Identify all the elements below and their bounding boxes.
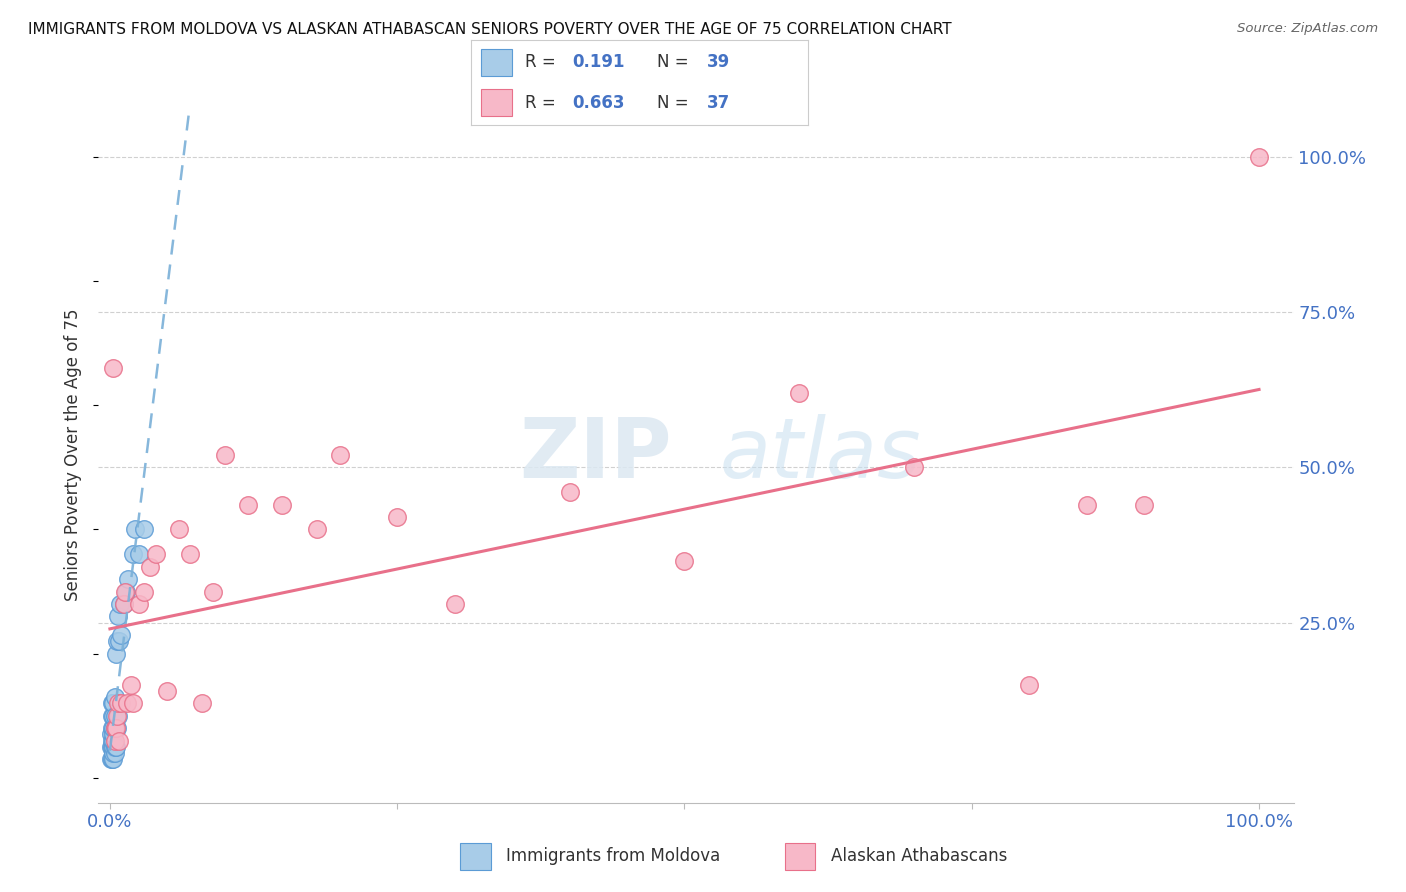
Bar [481, 89, 512, 116]
Point [101, 733, 124, 747]
Text: ZIP: ZIP [520, 415, 672, 495]
Point [104, 647, 127, 661]
Point [236, 498, 259, 512]
Point [103, 739, 125, 754]
Point [103, 733, 125, 747]
Point [103, 360, 125, 375]
Point [105, 708, 128, 723]
Point [110, 697, 132, 711]
Point [100, 752, 122, 766]
Text: IMMIGRANTS FROM MOLDOVA VS ALASKAN ATHABASCAN SENIORS POVERTY OVER THE AGE OF 75: IMMIGRANTS FROM MOLDOVA VS ALASKAN ATHAB… [28, 22, 952, 37]
Point [108, 634, 131, 648]
Point [191, 697, 214, 711]
Point [100, 727, 122, 741]
Point [100, 739, 122, 754]
Point [145, 547, 167, 561]
Point [443, 597, 465, 611]
Point [558, 485, 581, 500]
Point [305, 523, 328, 537]
Bar [460, 843, 491, 870]
Point [103, 746, 125, 760]
Point [117, 572, 139, 586]
Point [179, 547, 201, 561]
Point [139, 559, 162, 574]
Point [110, 628, 132, 642]
Point [103, 721, 125, 735]
Point [673, 553, 696, 567]
Point [101, 697, 124, 711]
Point [103, 708, 125, 723]
Point [107, 609, 129, 624]
Point [103, 721, 125, 735]
Point [101, 708, 124, 723]
Point [789, 385, 811, 400]
Text: 0.191: 0.191 [572, 54, 624, 71]
Point [112, 597, 135, 611]
Point [105, 721, 128, 735]
Point [115, 697, 138, 711]
Point [107, 708, 129, 723]
Text: Alaskan Athabascans: Alaskan Athabascans [831, 847, 1007, 865]
Point [103, 697, 125, 711]
Text: 0.663: 0.663 [572, 94, 624, 112]
Point [122, 697, 145, 711]
Point [112, 597, 135, 611]
Point [271, 498, 294, 512]
Point [156, 684, 179, 698]
Point [214, 448, 236, 462]
Point [101, 739, 124, 754]
Point [101, 721, 124, 735]
Point [120, 678, 142, 692]
Point [115, 584, 138, 599]
Point [103, 739, 125, 754]
Text: atlas: atlas [720, 415, 921, 495]
Point [103, 746, 125, 760]
Point [1133, 498, 1156, 512]
Point [103, 752, 125, 766]
Point [167, 523, 190, 537]
Point [103, 721, 125, 735]
Point [124, 523, 146, 537]
Point [385, 510, 409, 524]
Text: 39: 39 [707, 54, 731, 71]
Text: N =: N = [657, 54, 693, 71]
Point [105, 634, 128, 648]
Point [104, 739, 127, 754]
Y-axis label: Seniors Poverty Over the Age of 75: Seniors Poverty Over the Age of 75 [65, 309, 83, 601]
Point [128, 597, 150, 611]
Point [103, 733, 125, 747]
Text: R =: R = [524, 94, 561, 112]
Point [202, 584, 225, 599]
Point [134, 523, 156, 537]
Text: Immigrants from Moldova: Immigrants from Moldova [506, 847, 720, 865]
Point [1247, 150, 1270, 164]
Point [103, 727, 125, 741]
Point [108, 733, 131, 747]
Text: 37: 37 [707, 94, 731, 112]
Point [329, 448, 352, 462]
Point [103, 708, 125, 723]
Text: N =: N = [657, 94, 693, 112]
Point [903, 460, 925, 475]
Point [104, 721, 127, 735]
Point [103, 690, 125, 705]
Point [114, 584, 136, 599]
Point [1018, 678, 1040, 692]
Point [134, 584, 156, 599]
Bar [785, 843, 815, 870]
Point [107, 697, 129, 711]
Point [1076, 498, 1098, 512]
Point [128, 547, 150, 561]
Text: R =: R = [524, 54, 561, 71]
Point [110, 597, 132, 611]
Point [101, 752, 124, 766]
Bar [481, 49, 512, 76]
Point [122, 547, 145, 561]
Point [104, 721, 127, 735]
Text: Source: ZipAtlas.com: Source: ZipAtlas.com [1237, 22, 1378, 36]
